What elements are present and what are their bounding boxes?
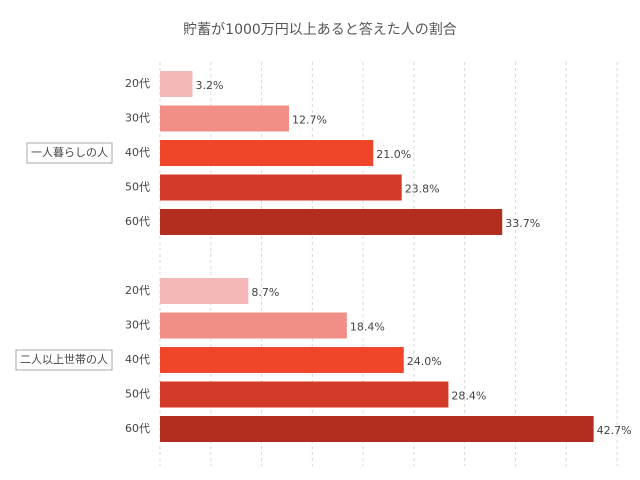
bar	[160, 140, 374, 166]
bar	[160, 381, 449, 408]
value-label: 18.4%	[350, 321, 385, 334]
value-label: 24.0%	[407, 355, 442, 368]
group-label-box	[26, 142, 113, 164]
chart-title: 貯蓄が1000万円以上あると答えた人の割合	[183, 21, 457, 38]
category-label: 40代	[125, 146, 150, 159]
value-label: 12.7%	[292, 114, 327, 127]
group-label: 一人暮らしの人	[31, 145, 108, 159]
category-label: 60代	[125, 422, 150, 435]
group-label-box	[15, 349, 113, 371]
value-label: 42.7%	[597, 424, 632, 437]
value-label: 21.0%	[376, 148, 411, 161]
category-label: 60代	[125, 215, 150, 228]
bar	[160, 278, 249, 304]
category-label: 20代	[125, 284, 150, 297]
category-label: 30代	[125, 112, 150, 125]
category-label: 20代	[125, 77, 150, 90]
bar	[160, 312, 347, 339]
bar	[160, 71, 193, 97]
category-label: 50代	[125, 388, 150, 401]
category-label: 40代	[125, 353, 150, 366]
bar	[160, 347, 404, 373]
category-label: 30代	[125, 319, 150, 332]
group-label: 二人以上世帯の人	[20, 353, 108, 366]
value-label: 8.7%	[251, 286, 279, 299]
value-label: 33.7%	[505, 217, 540, 230]
category-label: 50代	[125, 181, 150, 194]
bar	[160, 174, 402, 201]
value-label: 28.4%	[451, 390, 486, 403]
bar	[160, 416, 594, 442]
bar	[160, 209, 503, 235]
value-label: 3.2%	[195, 79, 223, 92]
bar	[160, 105, 289, 132]
value-label: 23.8%	[405, 183, 440, 196]
